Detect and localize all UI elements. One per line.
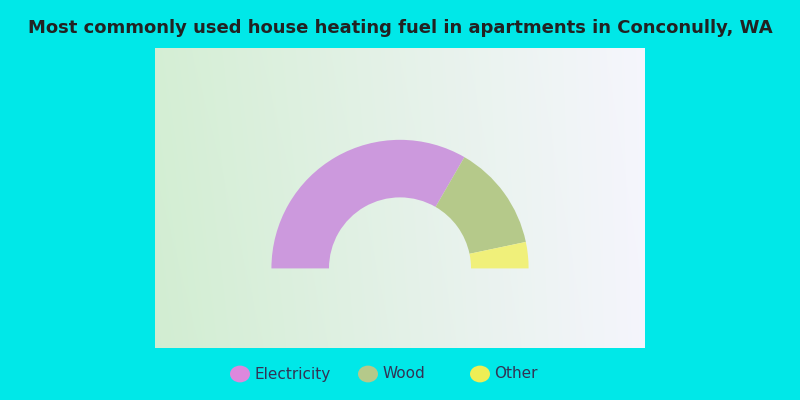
Wedge shape [271,140,465,268]
Text: Electricity: Electricity [254,366,330,382]
Wedge shape [470,242,529,268]
Text: Wood: Wood [382,366,425,382]
Text: Most commonly used house heating fuel in apartments in Conconully, WA: Most commonly used house heating fuel in… [28,19,772,37]
Text: Other: Other [494,366,538,382]
Wedge shape [435,157,526,254]
